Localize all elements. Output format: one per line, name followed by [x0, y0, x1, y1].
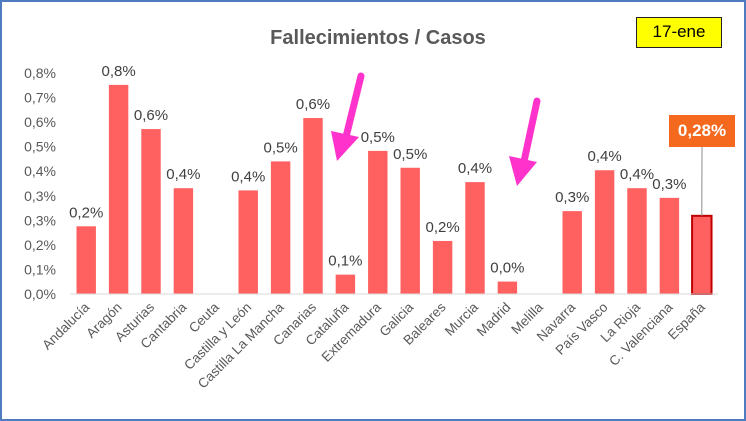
y-tick-label: 0,3% — [24, 188, 56, 204]
bar — [270, 161, 291, 294]
x-tick-label: Murcia — [442, 299, 482, 339]
x-tick-label: España — [665, 299, 708, 342]
y-tick-label: 0,2% — [24, 237, 56, 253]
bar — [627, 188, 647, 294]
data-label: 0,4% — [166, 166, 200, 183]
data-label: 0,5% — [263, 139, 297, 156]
x-tick-label: Madrid — [474, 300, 514, 340]
bar — [368, 150, 388, 294]
espana-value-callout: 0,28% — [669, 115, 735, 147]
data-label: 0,2% — [425, 219, 459, 236]
bar — [659, 197, 680, 294]
data-label: 0,1% — [328, 253, 362, 270]
bar — [76, 226, 96, 294]
bar — [173, 188, 194, 294]
data-label: 0,6% — [134, 107, 168, 124]
arrow-madrid — [509, 97, 541, 186]
data-label: 0,3% — [652, 176, 686, 193]
data-label: 0,4% — [620, 166, 654, 183]
bar — [335, 274, 356, 294]
x-tick-label: Andalucía — [39, 299, 92, 352]
data-label: 0,4% — [231, 168, 265, 185]
data-label: 0,4% — [458, 160, 492, 177]
bar — [562, 211, 582, 294]
bar — [432, 240, 453, 294]
bar — [238, 190, 258, 294]
y-tick-label: 0,7% — [24, 90, 56, 106]
arrow-cataluna — [331, 72, 365, 161]
data-label: 0,5% — [393, 146, 427, 163]
data-label: 0,3% — [555, 189, 589, 206]
bar — [141, 129, 161, 294]
bar — [400, 167, 420, 294]
bar — [303, 118, 323, 294]
y-tick-label: 0,6% — [24, 114, 56, 130]
bars — [76, 84, 713, 295]
y-tick-label: 0,8% — [24, 65, 56, 81]
data-labels: 0,2%0,8%0,6%0,4% 0,4%0,5%0,6%0,1%0,5%0,5%… — [69, 63, 686, 277]
y-tick-label: 0,4% — [24, 163, 56, 179]
y-tick-label: 0,3% — [24, 212, 56, 228]
chart-title: Fallecimientos / Casos — [270, 27, 486, 49]
bar — [108, 84, 129, 294]
y-tick-label: 0,1% — [24, 261, 56, 277]
y-tick-label: 0,0% — [24, 286, 56, 302]
data-label: 0,4% — [587, 148, 621, 165]
data-label: 0,6% — [296, 96, 330, 113]
bar — [497, 281, 518, 294]
date-label: 17-ene — [636, 17, 722, 48]
y-tick-label: 0,5% — [24, 139, 56, 155]
x-axis: AndalucíaAragónAsturiasCantabriaCeutaCas… — [39, 299, 708, 391]
y-axis: 0,0% 0,1% 0,2% 0,3% 0,3% 0,4% 0,5% 0,6% 0,7% 0,8% — [24, 65, 56, 302]
bar-highlight — [691, 214, 713, 295]
data-label: 0,2% — [69, 204, 103, 221]
data-label: 0,0% — [490, 260, 524, 277]
bar — [594, 170, 615, 294]
data-label: 0,5% — [361, 129, 395, 146]
bar — [465, 182, 485, 294]
data-label: 0,8% — [101, 63, 135, 80]
